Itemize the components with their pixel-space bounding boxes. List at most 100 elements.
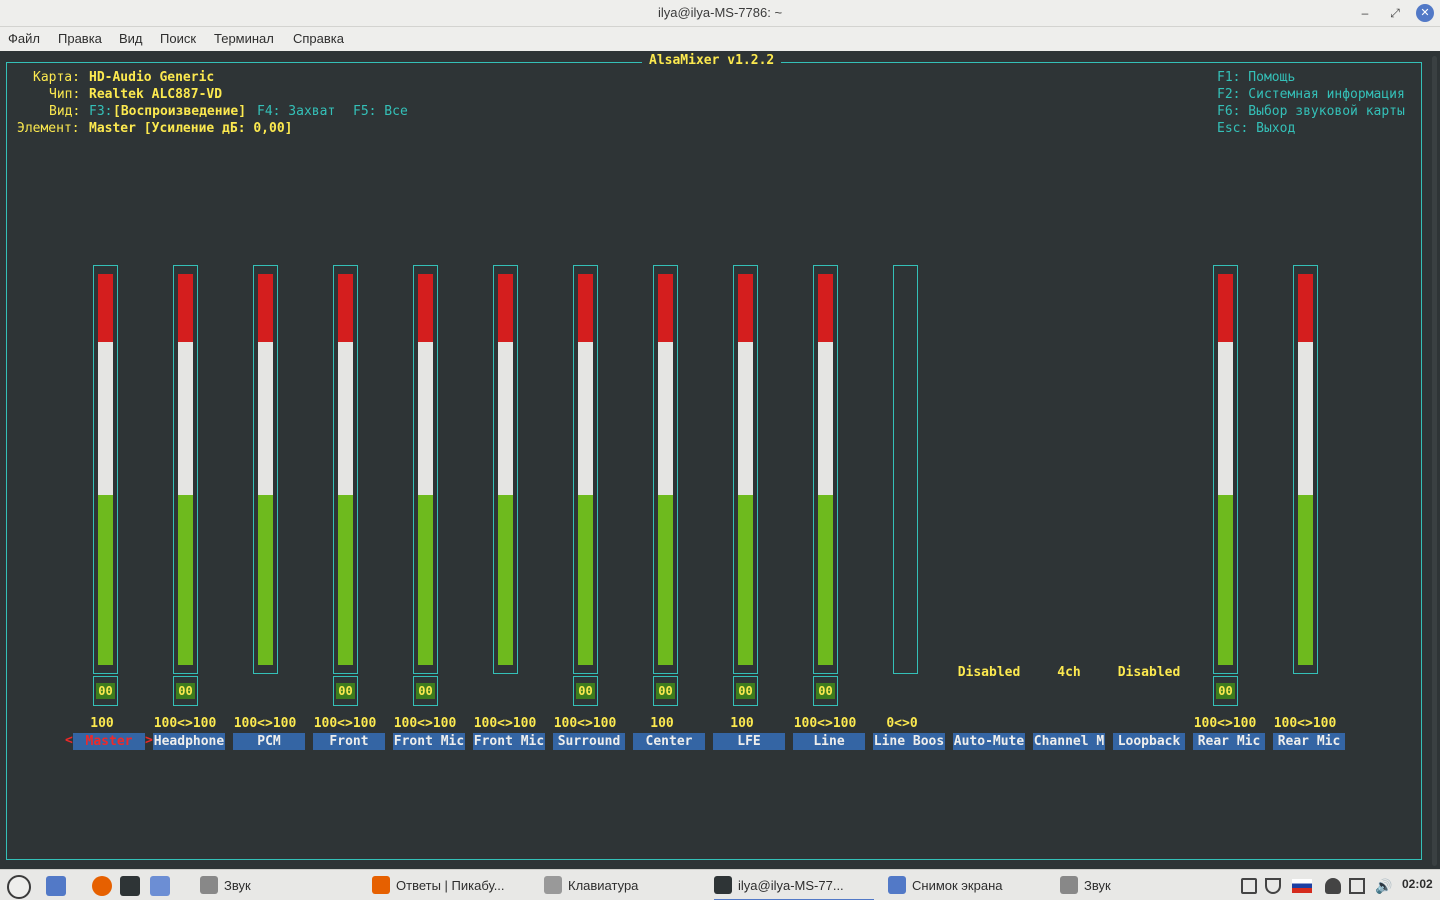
volume-fill-red — [258, 274, 273, 342]
channel-name[interactable]: Headphone — [153, 733, 225, 750]
taskbar-window-label: Ответы | Пикабу... — [396, 878, 505, 893]
card-value: HD-Audio Generic — [89, 70, 215, 85]
channel-name[interactable]: Auto-Mute — [953, 733, 1025, 750]
volume-fill-green — [258, 495, 273, 665]
volume-fill-green — [738, 495, 753, 665]
item-label: Элемент: — [17, 121, 80, 136]
channel-volume-bar[interactable] — [173, 265, 198, 674]
channel-mute-toggle[interactable]: 00 — [413, 676, 438, 706]
channel-name[interactable]: Front Mic — [473, 733, 545, 750]
channel-name[interactable]: Master — [73, 733, 145, 750]
taskbar-window-0[interactable]: Звук — [200, 870, 360, 900]
channel-name[interactable]: Line Boos — [873, 733, 945, 750]
taskbar-window-2[interactable]: Клавиатура — [544, 870, 704, 900]
taskbar-window-3[interactable]: ilya@ilya-MS-77... — [714, 870, 874, 900]
channel-volume-bar[interactable] — [493, 265, 518, 674]
clock[interactable]: 02:02 — [1402, 877, 1433, 891]
mute-state: 00 — [1216, 683, 1235, 699]
volume-fill-white — [418, 342, 433, 495]
mute-state: 00 — [736, 683, 755, 699]
menu-help[interactable]: Справка — [293, 31, 344, 46]
user-icon[interactable] — [1325, 878, 1341, 894]
maximize-icon[interactable]: ⤢ — [1390, 6, 1400, 20]
channel-name[interactable]: Surround — [553, 733, 625, 750]
menu-file[interactable]: Файл — [8, 31, 40, 46]
channel-name[interactable]: LFE — [713, 733, 785, 750]
channel-mute-toggle[interactable]: 00 — [733, 676, 758, 706]
volume-icon[interactable]: 🔊 — [1375, 878, 1393, 894]
channel-volume-bar[interactable] — [1213, 265, 1238, 674]
taskbar-window-4[interactable]: Снимок экрана — [888, 870, 1048, 900]
volume-fill-white — [578, 342, 593, 495]
channel-mute-toggle[interactable]: 00 — [813, 676, 838, 706]
close-icon[interactable]: ✕ — [1416, 4, 1434, 22]
taskbar-window-5[interactable]: Звук — [1060, 870, 1220, 900]
channel-mute-toggle[interactable]: 00 — [653, 676, 678, 706]
volume-fill-white — [338, 342, 353, 495]
channel-name[interactable]: Front Mic — [393, 733, 465, 750]
keyboard-layout-ru-icon[interactable] — [1292, 879, 1312, 893]
channel-volume-bar[interactable] — [333, 265, 358, 674]
view-f5-all[interactable]: F5: Все — [353, 104, 408, 119]
window-titlebar[interactable]: ilya@ilya-MS-7786: ~ ‒ ⤢ ✕ — [0, 0, 1440, 27]
channel-volume-bar[interactable] — [413, 265, 438, 674]
view-f4-capture[interactable]: F4: Захват — [257, 104, 336, 119]
files-launcher-icon[interactable] — [150, 876, 170, 896]
volume-fill-red — [98, 274, 113, 342]
channel-mute-toggle[interactable]: 00 — [93, 676, 118, 706]
menu-search[interactable]: Поиск — [160, 31, 197, 46]
taskbar-window-1[interactable]: Ответы | Пикабу... — [372, 870, 532, 900]
menu-view[interactable]: Вид — [119, 31, 143, 46]
terminal-launcher-icon[interactable] — [120, 876, 140, 896]
shield-icon[interactable] — [1265, 878, 1281, 894]
menu-mint-icon[interactable] — [7, 875, 31, 899]
channel-volume-bar[interactable] — [1293, 265, 1318, 674]
channel-enum-value[interactable]: Disabled — [1117, 665, 1181, 680]
channel-enum-value[interactable]: Disabled — [957, 665, 1021, 680]
channel-name[interactable]: Center — [633, 733, 705, 750]
channel-volume-value: 100<>100 — [1193, 716, 1257, 731]
mute-state: 00 — [656, 683, 675, 699]
volume-fill-green — [1218, 495, 1233, 665]
channel-volume-bar[interactable] — [893, 265, 918, 674]
volume-fill-red — [498, 274, 513, 342]
channel-volume-bar[interactable] — [573, 265, 598, 674]
menu-terminal[interactable]: Терминал — [214, 31, 274, 46]
channel-volume-bar[interactable] — [813, 265, 838, 674]
volume-fill-green — [658, 495, 673, 665]
channel-name[interactable]: Rear Mic — [1193, 733, 1265, 750]
network-icon[interactable] — [1349, 878, 1365, 894]
taskbar-window-label: Звук — [224, 878, 251, 893]
channel-volume-bar[interactable] — [253, 265, 278, 674]
channel-volume-value: 100 — [90, 716, 114, 731]
firefox-launcher-icon[interactable] — [92, 876, 112, 896]
clipboard-icon[interactable] — [1241, 878, 1257, 894]
channel-volume-value: 100<>100 — [793, 716, 857, 731]
channel-volume-value: 100<>100 — [153, 716, 217, 731]
channel-name[interactable]: Rear Mic — [1273, 733, 1345, 750]
volume-fill-red — [1218, 274, 1233, 342]
channel-mute-toggle[interactable]: 00 — [333, 676, 358, 706]
channel-volume-bar[interactable] — [733, 265, 758, 674]
channel-enum-value[interactable]: 4ch — [1057, 665, 1081, 680]
terminal-scrollbar[interactable] — [1432, 56, 1437, 866]
channel-mute-toggle[interactable]: 00 — [1213, 676, 1238, 706]
channel-name[interactable]: PCM — [233, 733, 305, 750]
channel-mute-toggle[interactable]: 00 — [573, 676, 598, 706]
volume-fill-green — [498, 495, 513, 665]
channel-volume-bar[interactable] — [653, 265, 678, 674]
channel-name[interactable]: Loopback — [1113, 733, 1185, 750]
channel-name[interactable]: Line — [793, 733, 865, 750]
channel-name[interactable]: Channel M — [1033, 733, 1105, 750]
channel-mute-toggle[interactable]: 00 — [173, 676, 198, 706]
volume-fill-red — [418, 274, 433, 342]
volume-fill-white — [258, 342, 273, 495]
menu-edit[interactable]: Правка — [58, 31, 102, 46]
channel-name[interactable]: Front — [313, 733, 385, 750]
help-f6: F6: Выбор звуковой карты — [1217, 104, 1405, 119]
channel-volume-value: 100<>100 — [473, 716, 537, 731]
terminal-area[interactable] — [0, 51, 1440, 869]
channel-volume-bar[interactable] — [93, 265, 118, 674]
minimize-icon[interactable]: ‒ — [1361, 6, 1369, 20]
show-desktop-icon[interactable] — [46, 876, 66, 896]
